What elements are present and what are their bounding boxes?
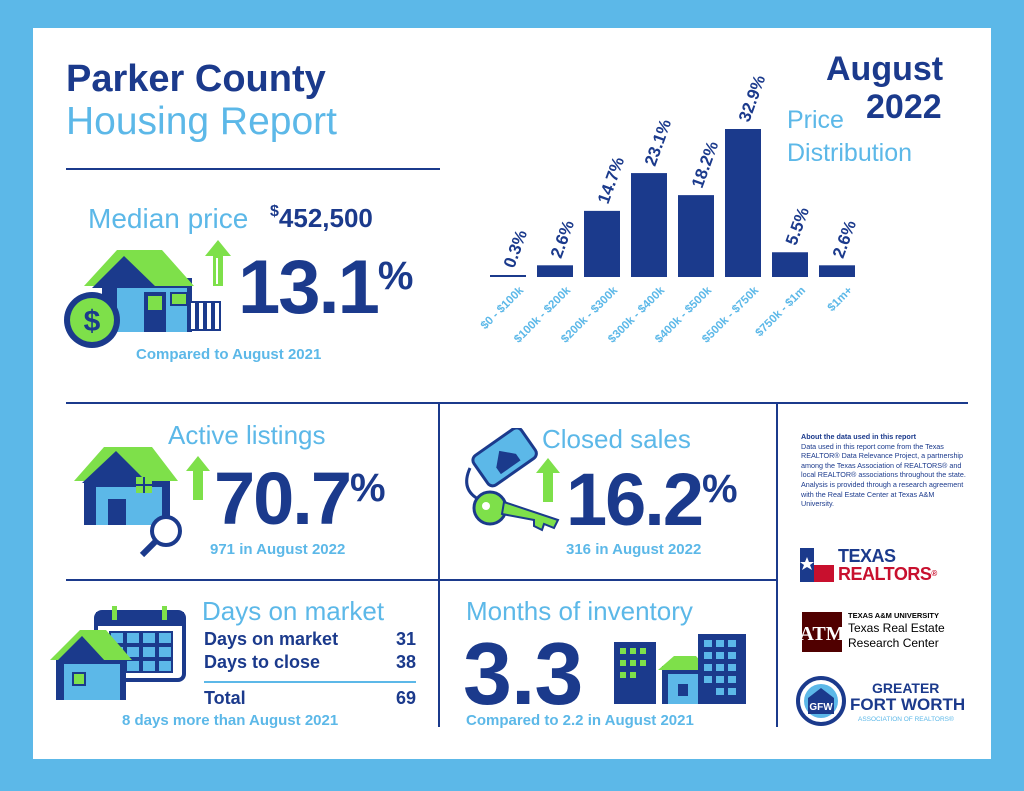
- section-divider-top: [66, 402, 968, 404]
- section-divider-middle: [66, 579, 778, 581]
- dom-row-days-on-market: Days on market 31: [204, 629, 416, 650]
- active-listings-change-number: 70.7: [214, 457, 352, 540]
- dom-row-label: Days to close: [204, 652, 321, 672]
- texas-realtors-registered-mark: ®: [931, 569, 937, 578]
- active-listings-change: 70.7%: [214, 462, 386, 536]
- days-on-market-label: Days on market: [202, 596, 385, 626]
- texas-flag-icon: [800, 548, 834, 582]
- dom-row-value: 31: [395, 629, 416, 649]
- about-body: Data used in this report come from the T…: [801, 441, 966, 509]
- about-section: About the data used in this report Data …: [801, 432, 966, 509]
- gfw-line2: FORT WORTH: [850, 695, 966, 714]
- median-price-change: 13.1%: [238, 250, 414, 326]
- active-listings-up-arrow-icon: [186, 456, 210, 500]
- closed-sales-change-unit: %: [702, 467, 738, 511]
- gfw-emblem-icon: GFW: [796, 676, 846, 726]
- house-magnifier-icon: [74, 447, 182, 557]
- median-price-label: Median price: [88, 203, 249, 234]
- months-inventory-value: 3.3: [463, 624, 583, 723]
- svg-text:$: $: [84, 305, 101, 338]
- dom-total-value: 69: [395, 688, 416, 708]
- tamu-atm-icon: ATM: [802, 612, 842, 652]
- up-arrow-icon: [205, 240, 231, 286]
- bar-value-label: 2.6%: [829, 218, 860, 261]
- bar-5: [725, 129, 761, 277]
- days-on-market-comparison: 8 days more than August 2021: [122, 712, 339, 729]
- months-inventory-comparison: Compared to 2.2 in August 2021: [466, 712, 694, 729]
- report-subtitle: Housing Report: [66, 100, 337, 143]
- closed-sales-detail: 316 in August 2022: [566, 541, 702, 558]
- bar-4: [678, 195, 714, 277]
- tamu-line3: Research Center: [848, 636, 939, 650]
- days-on-market-table: Days on market 31 Days to close 38 Total…: [204, 629, 416, 709]
- texas-realtors-logo: TEXAS REALTORS®: [800, 546, 960, 586]
- tamu-line1: TEXAS A&M UNIVERSITY: [848, 611, 939, 620]
- bar-0: [490, 275, 526, 277]
- median-price-change-unit: %: [377, 254, 414, 298]
- price-distribution-label-2: Distribution: [787, 139, 913, 167]
- bar-7: [819, 265, 855, 277]
- dom-total-divider: [204, 681, 416, 683]
- active-listings-label: Active listings: [168, 420, 326, 450]
- bar-1: [537, 265, 573, 277]
- price-distribution-chart: 0.3% 2.6% 14.7% 23.1% 18.2% 32.9% 5.5% 2.6% $0 …: [480, 73, 860, 346]
- texas-realtors-line2: REALTORS®: [838, 565, 937, 583]
- closed-sales-change: 16.2%: [566, 463, 738, 537]
- svg-text:ATM: ATM: [802, 623, 842, 645]
- median-price-change-number: 13.1: [238, 245, 380, 330]
- bar-value-label: 32.9%: [735, 73, 769, 125]
- house-with-dollar-icon: $: [64, 250, 221, 348]
- bar-value-label: 23.1%: [641, 117, 675, 169]
- median-price-comparison: Compared to August 2021: [136, 346, 322, 363]
- buildings-icon: [614, 634, 746, 704]
- dom-row-value: 38: [395, 652, 416, 672]
- svg-text:GFW: GFW: [809, 702, 833, 713]
- gfw-line3: ASSOCIATION OF REALTORS®: [858, 716, 954, 723]
- about-heading: About the data used in this report: [801, 432, 917, 441]
- closed-sales-up-arrow-icon: [536, 458, 560, 502]
- report-month: August: [826, 50, 944, 88]
- median-price-currency: $: [270, 203, 279, 220]
- calendar-house-icon: [50, 606, 186, 700]
- texas-realtors-line1: TEXAS: [838, 546, 896, 566]
- report-year: 2022: [866, 88, 942, 126]
- dom-row-label: Days on market: [204, 629, 339, 649]
- dom-row-days-to-close: Days to close 38: [204, 652, 416, 673]
- section-divider-vertical-2: [776, 402, 778, 727]
- tamu-line2: Texas Real Estate: [848, 621, 945, 635]
- texas-realtors-word: REALTORS: [838, 564, 932, 584]
- tamu-real-estate-logo: ATM TEXAS A&M UNIVERSITY Texas Real Esta…: [800, 608, 970, 652]
- median-price-number: 452,500: [278, 203, 373, 233]
- bar-6: [772, 252, 808, 277]
- bar-2: [584, 210, 620, 277]
- price-distribution-label-1: Price: [787, 106, 844, 134]
- bar-value-label: 14.7%: [594, 154, 628, 206]
- gfw-line1: GREATER: [872, 680, 940, 696]
- bar-value-label: 5.5%: [782, 205, 813, 248]
- active-listings-change-unit: %: [350, 466, 386, 510]
- section-divider-vertical-1: [438, 402, 440, 727]
- bar-category-label: $0 - $100k: [480, 284, 527, 332]
- bar-value-label: 2.6%: [547, 218, 578, 261]
- months-inventory-label: Months of inventory: [466, 596, 693, 626]
- closed-sales-change-number: 16.2: [566, 458, 704, 541]
- bar-category-label: $1m+: [826, 284, 856, 314]
- bar-3: [631, 173, 667, 277]
- bar-value-label: 18.2%: [688, 139, 722, 191]
- active-listings-detail: 971 in August 2022: [210, 541, 346, 558]
- report-title: Parker County: [66, 58, 326, 100]
- closed-sales-label: Closed sales: [542, 424, 691, 454]
- key-tag-icon: [465, 428, 560, 532]
- bar-value-label: 0.3%: [500, 227, 531, 270]
- greater-fort-worth-logo: GFW GREATER FORT WORTH ASSOCIATION OF RE…: [796, 676, 972, 728]
- median-price-value: $452,500: [270, 203, 373, 234]
- title-divider: [66, 168, 440, 170]
- dom-total-label: Total: [204, 688, 246, 708]
- dom-row-total: Total 69: [204, 688, 416, 709]
- bar-category-label: $750k - $1m: [754, 285, 809, 340]
